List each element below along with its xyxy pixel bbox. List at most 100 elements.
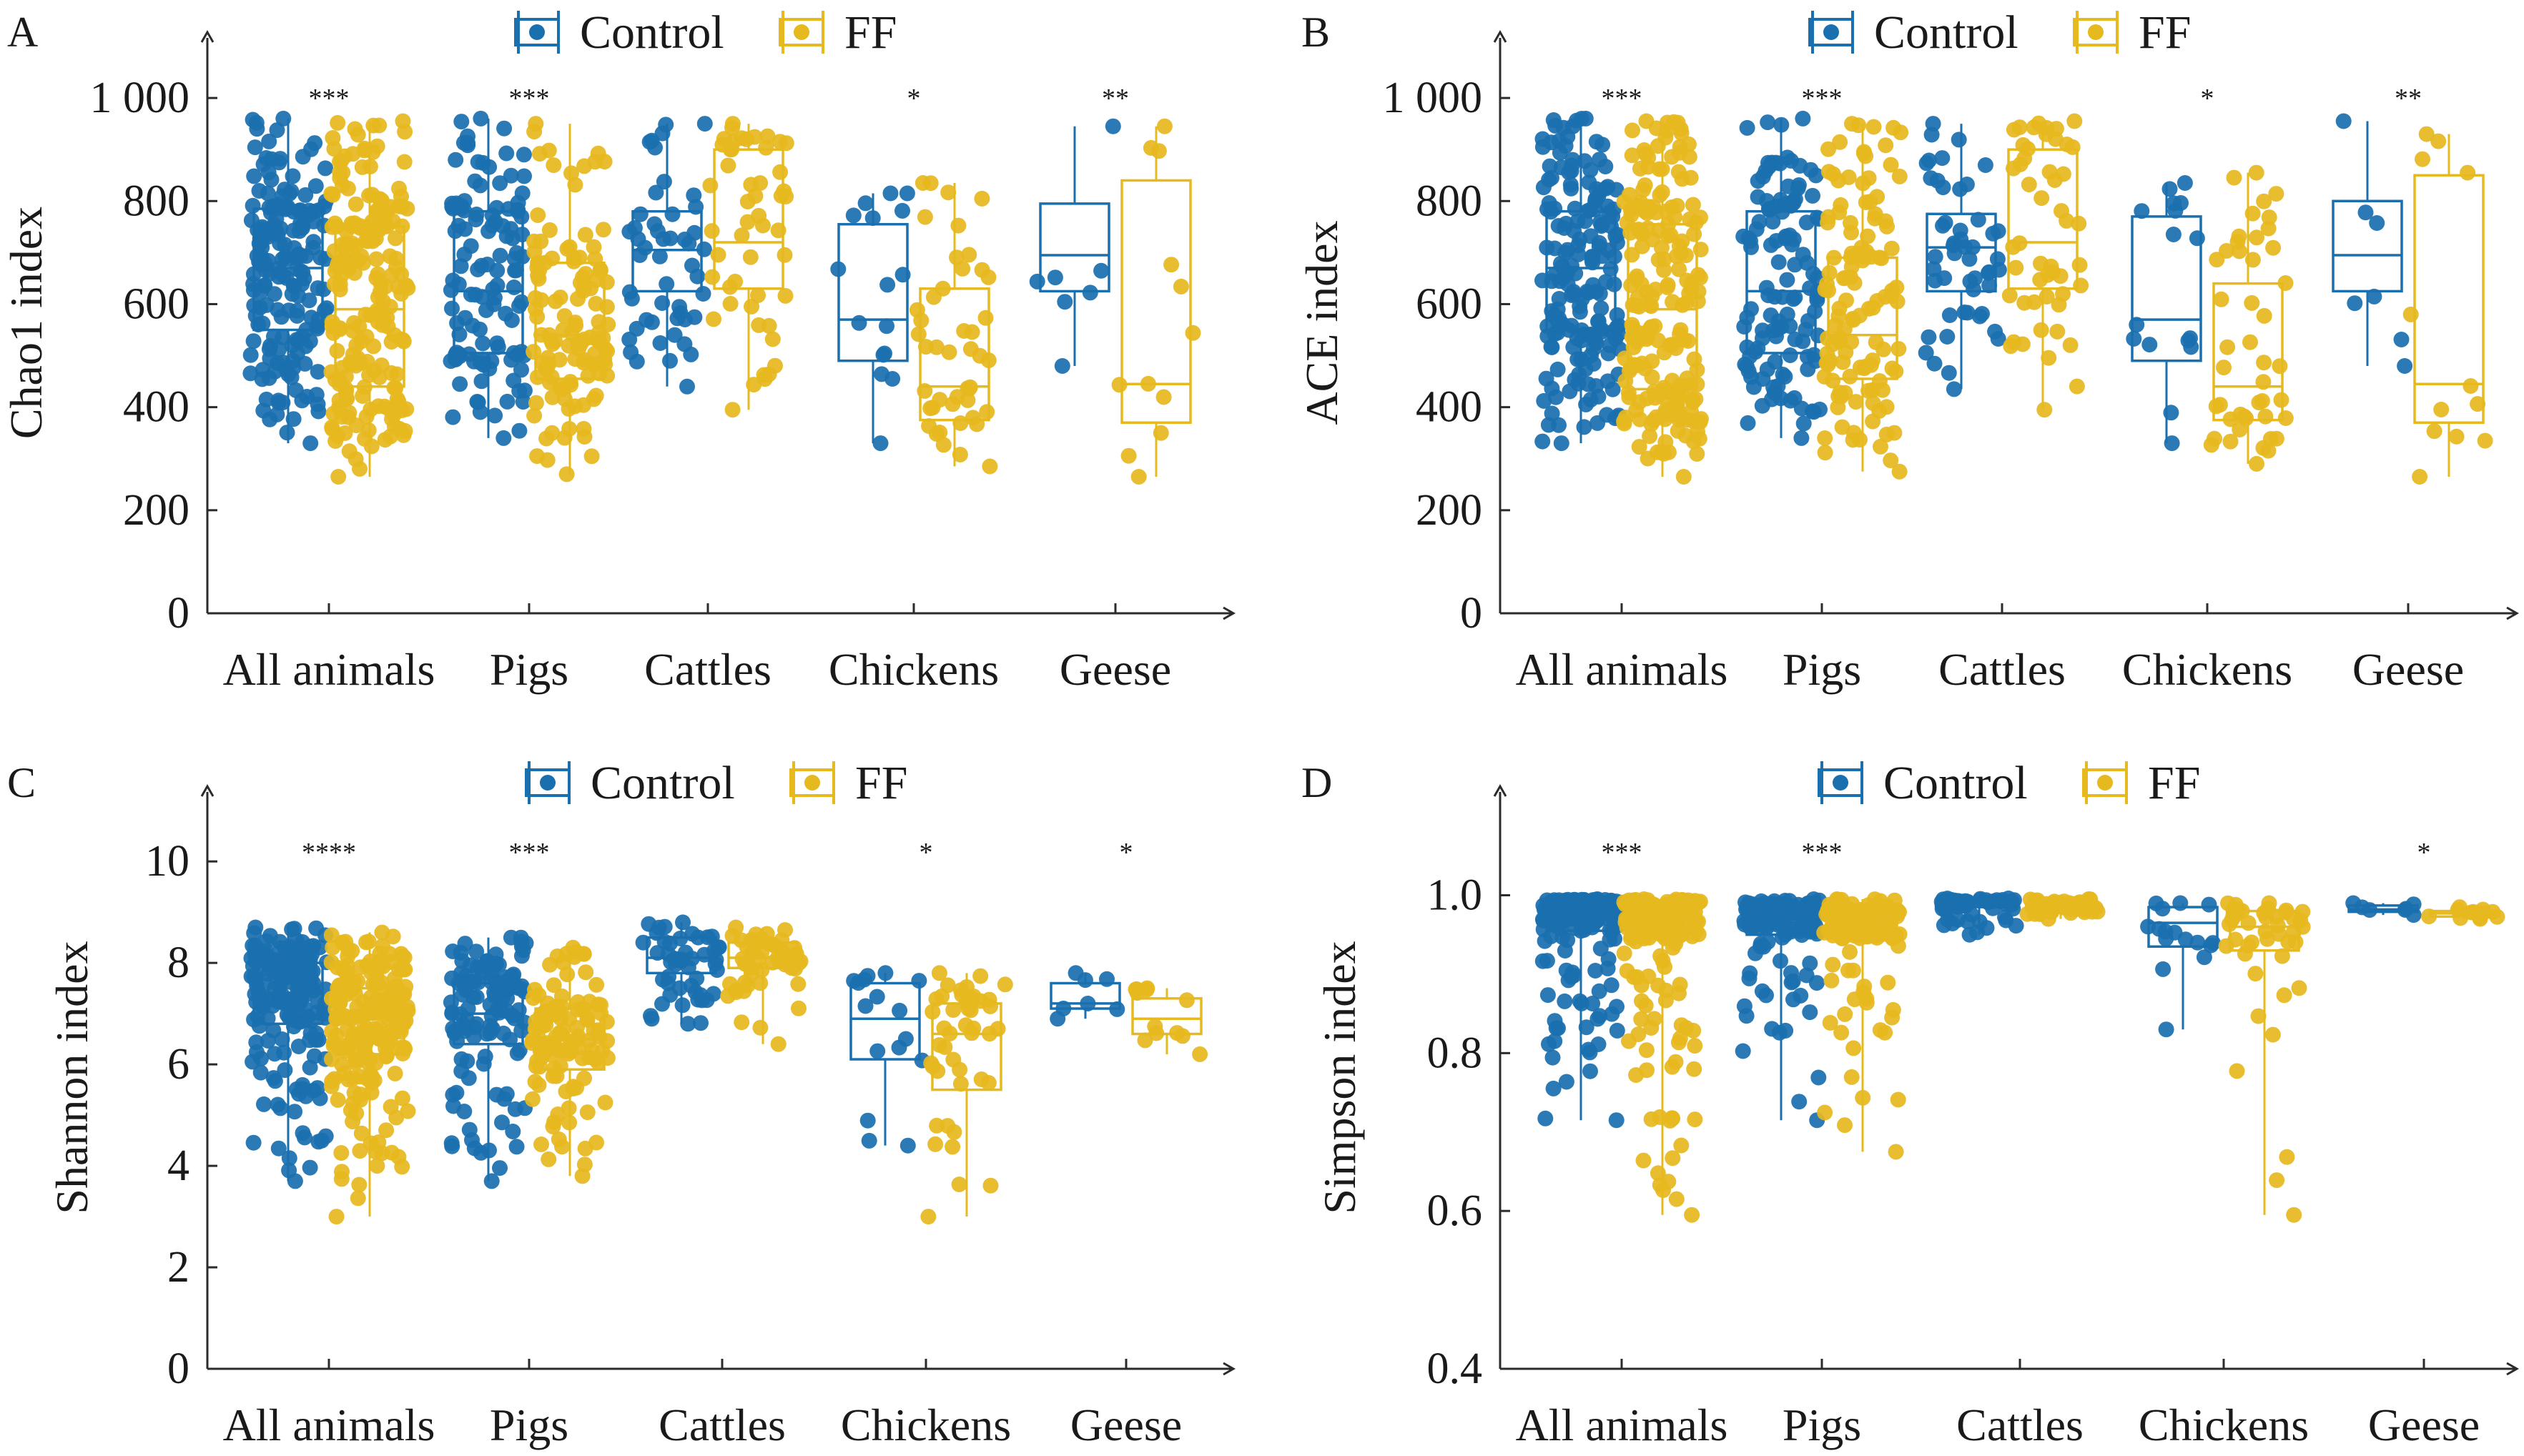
data-point <box>1192 1046 1208 1062</box>
legend-item-ff: FF <box>789 757 907 809</box>
data-point <box>272 235 288 252</box>
data-point <box>388 250 404 267</box>
data-point <box>554 999 570 1015</box>
data-point <box>1576 419 1592 435</box>
data-point <box>1771 1024 1788 1041</box>
data-point <box>535 1045 551 1061</box>
data-point <box>394 988 410 1004</box>
data-point <box>1672 144 1687 161</box>
data-point <box>529 1019 546 1035</box>
data-point <box>302 939 319 955</box>
data-point <box>1562 383 1578 400</box>
y-tick-label: 0 <box>167 1344 189 1393</box>
data-point <box>528 395 544 411</box>
significance-label: *** <box>1802 838 1843 868</box>
data-point <box>2154 901 2171 917</box>
data-point <box>1658 982 1674 999</box>
data-point <box>1099 971 1115 987</box>
data-point <box>1640 969 1657 984</box>
data-point <box>777 287 794 304</box>
data-point <box>295 1076 311 1093</box>
data-point <box>1875 341 1891 357</box>
data-point <box>1608 182 1625 198</box>
data-point <box>310 364 326 380</box>
data-point <box>540 995 556 1011</box>
data-point <box>353 1125 370 1141</box>
box <box>2007 148 2079 290</box>
data-point <box>982 999 998 1014</box>
data-point <box>1926 261 1942 277</box>
data-point <box>1890 1091 1906 1108</box>
points-group <box>1111 118 1201 485</box>
data-point <box>2158 1021 2174 1038</box>
data-point <box>352 460 368 477</box>
data-point <box>513 362 529 378</box>
data-point <box>1827 317 1843 334</box>
data-point <box>1802 955 1818 971</box>
data-point <box>857 998 874 1014</box>
panel-b: B 0 200 400 600 800 1 000 ACE index All animals *… <box>1296 6 2520 695</box>
data-point <box>1635 182 1652 198</box>
data-point <box>974 262 990 278</box>
data-point <box>982 458 998 475</box>
data-point <box>656 918 673 935</box>
data-point <box>347 986 363 1002</box>
data-point <box>595 222 611 238</box>
data-point <box>929 1117 945 1134</box>
data-point <box>559 966 576 983</box>
data-point <box>877 965 894 981</box>
data-point <box>654 996 670 1012</box>
data-point <box>1120 447 1137 464</box>
data-point <box>261 133 277 149</box>
significance-label: *** <box>1602 838 1642 868</box>
data-point <box>2055 166 2071 182</box>
series-ff <box>1616 891 2505 1223</box>
x-tick-label: Chickens <box>829 644 999 695</box>
data-point <box>754 217 771 234</box>
data-point <box>1754 397 1770 414</box>
data-point <box>945 1002 962 1018</box>
significance-label: * <box>1120 838 1133 868</box>
data-point <box>1610 326 1627 342</box>
data-point <box>1666 114 1682 130</box>
data-point <box>1587 963 1604 979</box>
x-tick-label: Pigs <box>1783 1400 1861 1450</box>
data-point <box>743 932 759 949</box>
x-tick-label: Chickens <box>2122 644 2292 695</box>
data-point <box>2261 209 2277 226</box>
data-point <box>1634 355 1650 372</box>
data-point <box>531 1077 547 1093</box>
data-point <box>1871 373 1888 390</box>
data-point <box>621 224 638 240</box>
data-point <box>270 395 287 411</box>
data-point <box>576 280 592 297</box>
data-point <box>273 994 290 1009</box>
data-point <box>1588 134 1604 150</box>
data-point <box>1865 119 1882 135</box>
data-point <box>1679 272 1695 289</box>
data-point <box>1692 242 1709 258</box>
data-point <box>1557 943 1573 959</box>
significance-label: *** <box>509 84 550 114</box>
data-point <box>2426 423 2442 440</box>
data-point <box>2232 406 2249 422</box>
data-point <box>1880 974 1896 991</box>
data-point <box>910 326 927 342</box>
data-point <box>1951 132 1967 148</box>
data-point <box>1820 214 1836 231</box>
data-point <box>637 239 654 256</box>
data-point <box>693 1015 709 1031</box>
data-point <box>1977 157 1993 173</box>
data-point <box>391 420 408 437</box>
data-point <box>487 407 503 424</box>
data-point <box>463 238 479 254</box>
significance-label: *** <box>1802 84 1843 114</box>
data-point <box>2036 402 2053 418</box>
y-tick-label: 10 <box>145 837 189 886</box>
legend-swatch-dot <box>1833 775 1848 791</box>
y-tick-label: 0.8 <box>1427 1029 1483 1077</box>
legend-item-ff: FF <box>2073 6 2191 59</box>
data-point <box>325 130 341 146</box>
